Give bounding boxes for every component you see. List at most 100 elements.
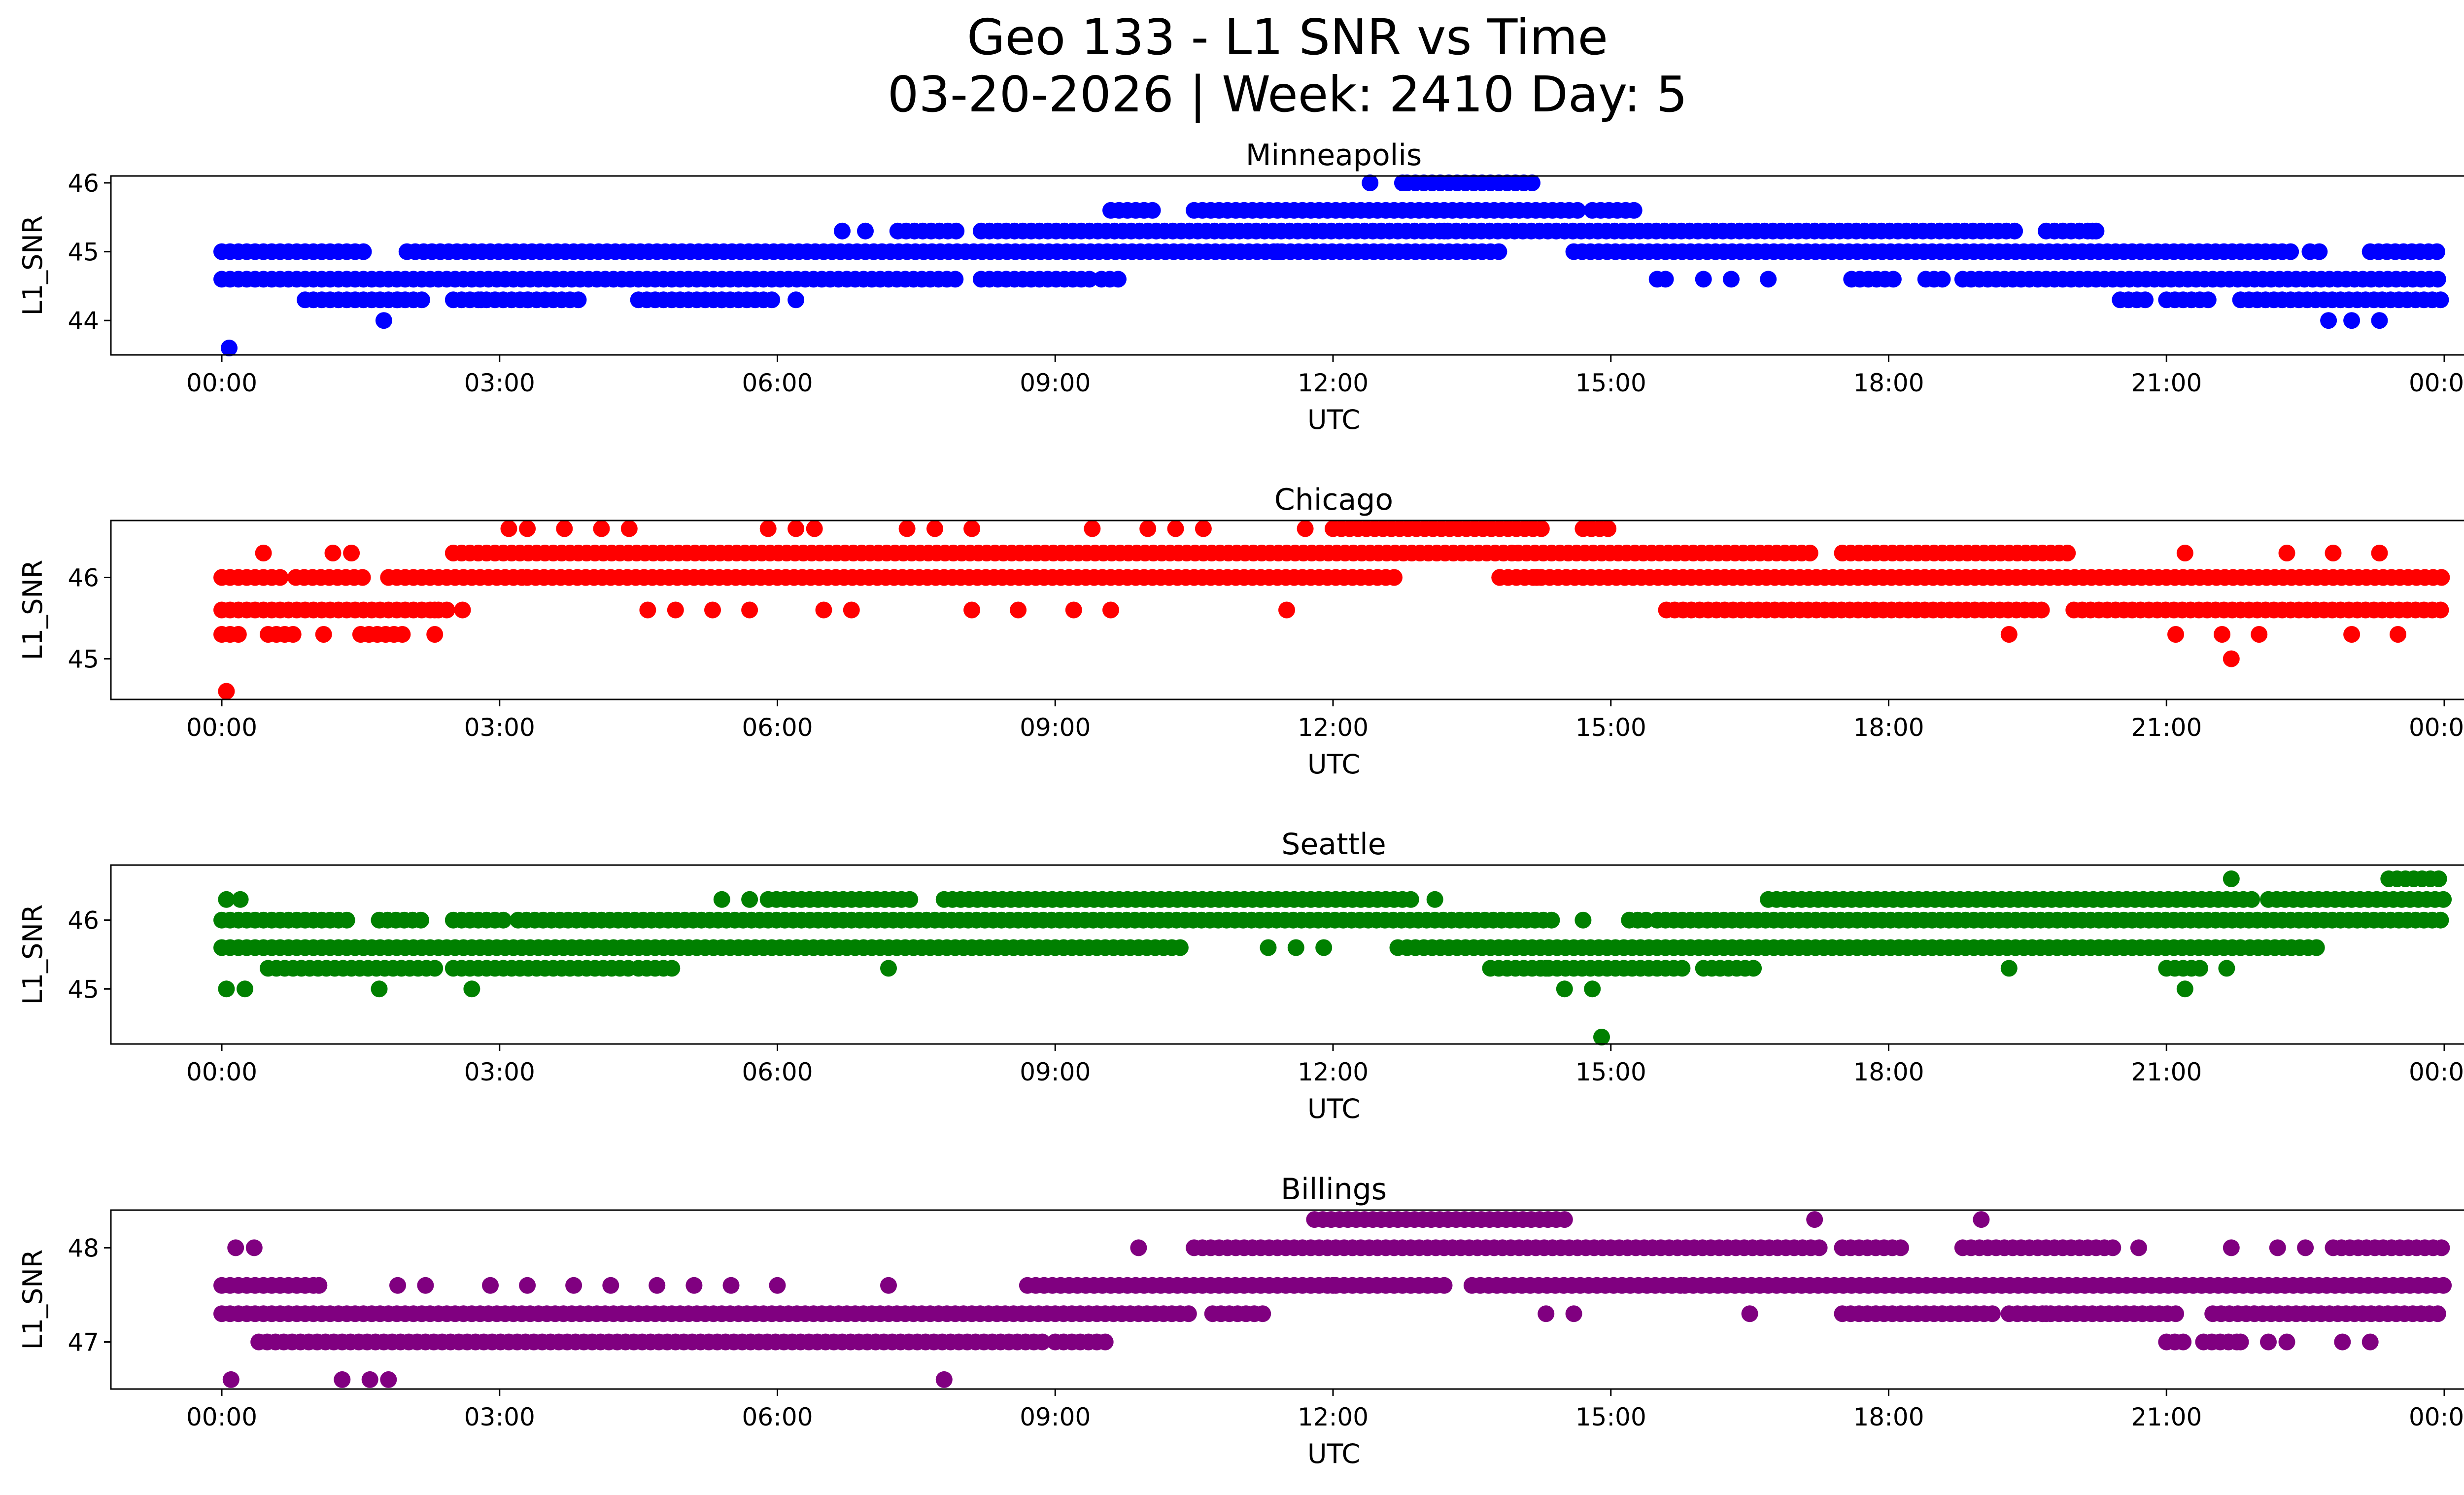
- x-tick-label: 15:00: [1575, 713, 1646, 742]
- data-point: [935, 1371, 953, 1388]
- y-tick-label: 45: [68, 975, 99, 1004]
- x-tick-label: 12:00: [1298, 1403, 1369, 1431]
- x-tick-label: 06:00: [742, 369, 813, 397]
- data-point: [663, 960, 681, 977]
- data-point: [947, 271, 964, 288]
- data-point: [1065, 601, 1082, 619]
- data-point: [1538, 960, 1555, 977]
- y-axis-label: L1_SNR: [17, 215, 48, 316]
- data-point: [2199, 291, 2217, 309]
- y-tick-label: 45: [68, 645, 99, 674]
- panel-seattle: Seattle 45 46 00:00 03:00 06:00 09:00 12:00 15:0…: [17, 827, 2464, 1124]
- data-point: [338, 911, 355, 929]
- y-axis-label: L1_SNR: [17, 904, 48, 1005]
- data-point: [857, 222, 874, 240]
- x-tick-label: 03:00: [464, 1058, 535, 1086]
- panel-minneapolis: Minneapolis 44 45 46 00:00 03:00 06:00 09:00 12:…: [17, 138, 2464, 435]
- data-point: [2175, 1333, 2192, 1351]
- data-point: [741, 601, 758, 619]
- data-point: [565, 1277, 582, 1294]
- x-tick-label: 00:00: [186, 713, 257, 742]
- data-point: [2218, 960, 2235, 977]
- data-point: [412, 911, 429, 929]
- scatter-points-seattle: [213, 870, 2452, 1045]
- data-point: [2278, 1333, 2295, 1351]
- data-point: [1984, 1305, 2001, 1322]
- data-point: [1657, 271, 1674, 288]
- data-point: [1386, 569, 1403, 586]
- data-point: [1490, 243, 1507, 260]
- data-point: [2137, 291, 2154, 309]
- data-point: [1556, 980, 1573, 998]
- data-point: [1741, 1305, 1758, 1322]
- x-axis-label: UTC: [1307, 1438, 1360, 1469]
- data-point: [2000, 626, 2018, 643]
- data-point: [2325, 545, 2342, 561]
- data-point: [2371, 545, 2388, 561]
- data-point: [389, 1277, 406, 1294]
- data-point: [2130, 1239, 2147, 1256]
- data-point: [2390, 626, 2406, 643]
- data-point: [1811, 1239, 1828, 1256]
- data-point: [1760, 271, 1777, 288]
- data-point: [272, 569, 289, 586]
- x-tick-label: 15:00: [1575, 369, 1646, 397]
- data-point: [2251, 626, 2268, 643]
- data-point: [570, 291, 587, 309]
- x-tick-label: 06:00: [742, 713, 813, 742]
- data-point: [787, 291, 805, 309]
- data-point: [218, 980, 235, 998]
- data-point: [232, 891, 249, 908]
- data-point: [1171, 939, 1189, 956]
- data-point: [843, 601, 860, 619]
- data-point: [221, 340, 238, 356]
- x-tick-label: 18:00: [1853, 1058, 1924, 1086]
- y-tick-label: 48: [68, 1234, 99, 1262]
- data-point: [1593, 1029, 1610, 1045]
- data-point: [2361, 1333, 2379, 1351]
- data-point: [556, 520, 573, 537]
- data-point: [1543, 911, 1560, 929]
- data-point: [963, 520, 981, 537]
- x-tick-label: 00:00: [2409, 1058, 2464, 1086]
- data-point: [880, 1277, 897, 1294]
- data-point: [2430, 870, 2447, 887]
- data-point: [413, 291, 430, 309]
- x-tick-label: 03:00: [464, 713, 535, 742]
- data-point: [1278, 601, 1295, 619]
- data-point: [2191, 960, 2208, 977]
- data-point: [2176, 545, 2193, 561]
- x-tick-label: 15:00: [1575, 1403, 1646, 1431]
- data-point: [1565, 1305, 1582, 1322]
- data-point: [245, 1239, 263, 1256]
- data-point: [389, 291, 406, 309]
- y-axis-label: L1_SNR: [17, 1250, 48, 1350]
- data-point: [1528, 569, 1545, 586]
- data-point: [237, 980, 253, 998]
- data-point: [1081, 271, 1098, 288]
- data-point: [355, 243, 372, 260]
- panel-title: Minneapolis: [1246, 138, 1422, 173]
- data-point: [394, 626, 411, 643]
- x-tick-label: 09:00: [1020, 1403, 1091, 1431]
- data-point: [218, 683, 235, 700]
- data-point: [2214, 626, 2230, 643]
- data-point: [2260, 1333, 2277, 1351]
- data-point: [1195, 520, 1212, 537]
- x-tick-label: 12:00: [1298, 369, 1369, 397]
- y-tick-label: 46: [68, 564, 99, 592]
- data-point: [2033, 601, 2050, 619]
- data-point: [2301, 243, 2319, 260]
- panel-billings: Billings 47 48 00:00 03:00 06:00 09:00 12:00 15:…: [17, 1172, 2464, 1469]
- data-point: [2104, 1239, 2122, 1256]
- data-point: [667, 601, 684, 619]
- data-point: [1297, 520, 1314, 537]
- data-point: [1436, 222, 1453, 240]
- data-point: [495, 911, 512, 929]
- data-point: [901, 891, 919, 908]
- data-point: [218, 891, 235, 908]
- data-point: [763, 291, 781, 309]
- data-point: [2223, 1239, 2240, 1256]
- x-tick-label: 18:00: [1853, 713, 1924, 742]
